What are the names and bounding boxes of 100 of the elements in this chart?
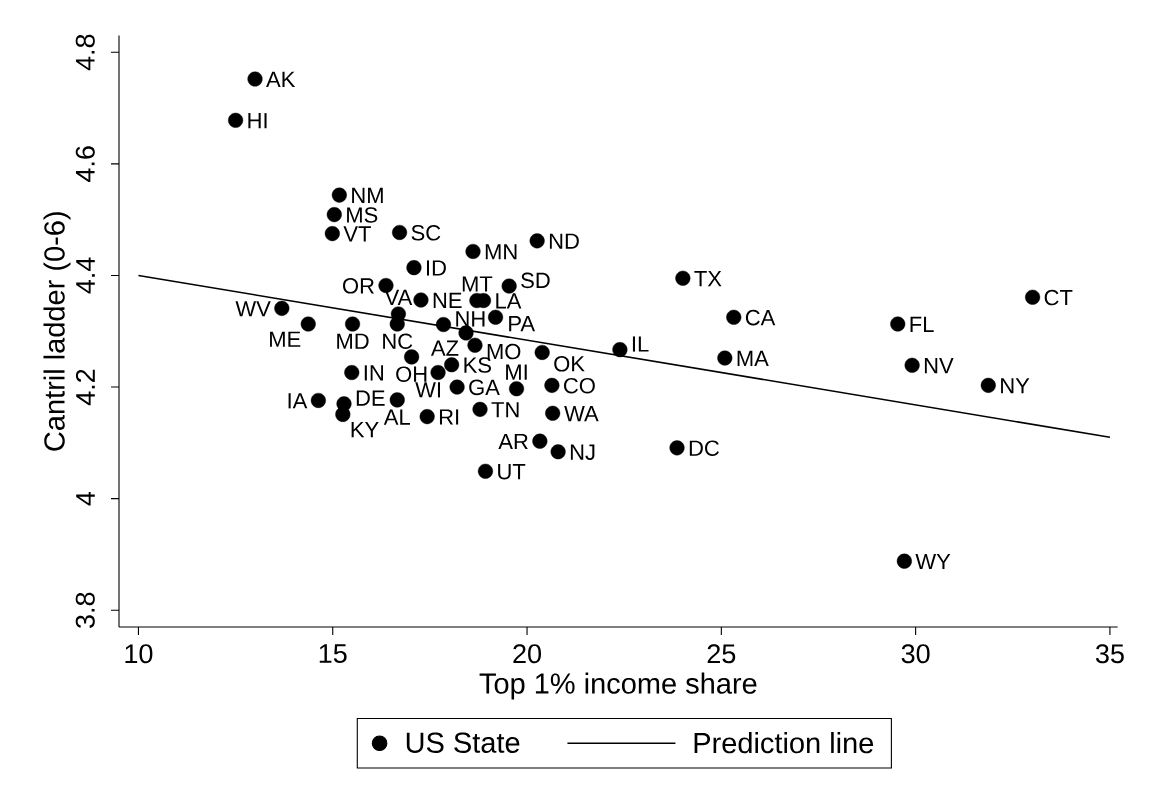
point (335, 406, 351, 422)
y-tick-label: 4.6 (75, 146, 95, 182)
annotation: DE (356, 390, 385, 406)
annotation: IL (632, 336, 649, 352)
annotation: NJ (570, 444, 595, 460)
annotation: NE (433, 292, 462, 308)
point (228, 112, 244, 128)
point (467, 337, 483, 353)
annotation: RI (439, 409, 459, 425)
annotation: UT (498, 464, 526, 480)
point (501, 278, 517, 294)
annotation: MN (485, 244, 517, 260)
annotation: IN (364, 365, 383, 381)
point (472, 401, 488, 417)
y-tick-label: 4.4 (76, 257, 95, 294)
point (488, 309, 504, 325)
y-axis-title: Cantril ladder (0-6) (43, 212, 71, 451)
legend-label: Prediction line (694, 732, 874, 754)
point (392, 224, 408, 240)
annotation: TN (491, 402, 519, 418)
point (904, 357, 920, 373)
annotation: MA (737, 350, 769, 366)
x-tick-label: 15 (319, 644, 347, 664)
annotation: NY (1001, 378, 1030, 394)
annotation: CA (745, 309, 776, 326)
annotation: OH (396, 366, 427, 382)
annotation: MS (347, 207, 378, 223)
annotation: ME (270, 331, 301, 347)
y-tick-label: 4.8 (75, 34, 95, 71)
annotation: HI (248, 113, 267, 129)
point (980, 377, 996, 393)
x-axis-title: Top 1% income share (479, 672, 757, 700)
point (389, 392, 405, 408)
annotation: NH (456, 311, 485, 327)
point (389, 316, 405, 332)
annotation: MD (337, 333, 369, 349)
point (509, 381, 525, 397)
point (896, 553, 912, 569)
legend-label: US State (406, 732, 520, 753)
point (717, 350, 733, 366)
point (310, 392, 326, 408)
point (545, 405, 561, 421)
y-tick-label: 4 (76, 491, 95, 506)
annotation: WY (915, 553, 951, 570)
x-tick-label: 30 (901, 644, 930, 664)
annotation: SC (411, 225, 441, 241)
y-tick-label: 4.2 (75, 369, 95, 406)
annotation: KY (351, 422, 379, 438)
point (449, 379, 465, 395)
point (675, 270, 691, 286)
annotation: CT (1044, 289, 1073, 306)
point (326, 207, 342, 223)
point (413, 292, 429, 308)
point (669, 440, 685, 456)
annotation: SD (521, 272, 550, 289)
point (345, 316, 361, 332)
point (430, 365, 446, 381)
annotation: NM (352, 187, 383, 203)
annotation: CO (564, 377, 595, 394)
point (1025, 289, 1041, 305)
x-tick-label: 20 (513, 644, 541, 664)
annotation: AL (383, 409, 410, 425)
point (331, 187, 347, 203)
point (550, 444, 566, 460)
annotation: LA (496, 293, 522, 309)
point (532, 433, 548, 449)
annotation: MI (506, 364, 527, 380)
point (344, 365, 360, 381)
point (274, 300, 290, 316)
point (404, 349, 420, 365)
point (300, 316, 316, 332)
point (419, 409, 435, 425)
annotation: AR (498, 433, 528, 450)
x-tick-label: 35 (1095, 644, 1124, 664)
point (612, 342, 628, 358)
x-tick-label: 10 (125, 644, 153, 664)
x-tick-label: 25 (707, 644, 736, 664)
point (465, 243, 481, 259)
point (406, 260, 422, 276)
annotation: WI (415, 382, 441, 398)
point (529, 233, 545, 249)
point (726, 309, 742, 325)
point (534, 344, 550, 360)
point (477, 463, 493, 479)
annotation: VA (384, 289, 413, 305)
annotation: OK (554, 355, 585, 372)
point (247, 71, 263, 87)
annotation: ND (549, 233, 579, 249)
annotation: MT (462, 276, 493, 292)
annotation: NV (924, 358, 954, 374)
annotation: DC (689, 440, 719, 456)
point (435, 317, 451, 333)
annotation: ID (426, 260, 446, 276)
annotation: WA (564, 406, 599, 422)
annotation: FL (910, 316, 934, 332)
annotation: PA (509, 316, 536, 332)
point (324, 226, 340, 242)
point (890, 316, 906, 332)
annotation: WV (235, 301, 271, 317)
y-tick-label: 3.8 (75, 592, 95, 628)
